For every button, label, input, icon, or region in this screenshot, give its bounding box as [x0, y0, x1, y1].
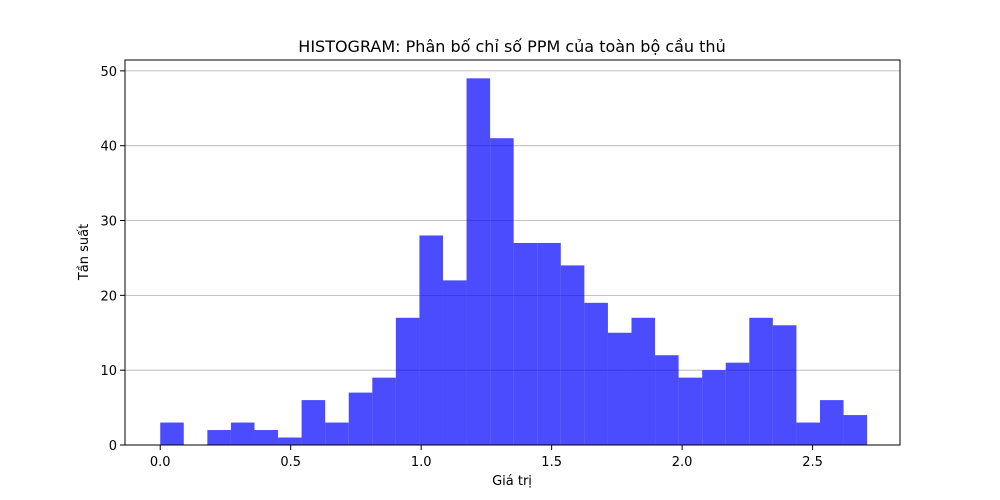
y-tick-label: 30 [100, 215, 117, 230]
histogram-bar [772, 325, 797, 445]
histogram-bar [725, 362, 750, 445]
x-tick-label: 2.0 [672, 455, 693, 470]
x-tick-label: 1.0 [411, 455, 432, 470]
histogram-bar [278, 437, 302, 445]
histogram-bar [631, 317, 656, 445]
histogram-bar [372, 377, 396, 445]
histogram-bar [301, 400, 326, 445]
histogram-bar [419, 235, 443, 445]
chart-title: HISTOGRAM: Phân bố chỉ số PPM của toàn b… [298, 37, 725, 56]
x-tick-label: 0.5 [280, 455, 301, 470]
y-tick-label: 20 [100, 289, 117, 304]
x-axis-label: Giá trị [492, 474, 532, 489]
histogram-bar [796, 422, 820, 445]
y-tick-label: 10 [100, 364, 117, 379]
x-axis-ticks: 0.0 0.5 1.0 1.5 2.0 2.5 [150, 445, 823, 470]
histogram-bar [325, 422, 349, 445]
bars [160, 78, 868, 446]
x-tick-label: 2.5 [802, 455, 823, 470]
y-axis-ticks: 0 10 20 30 40 50 [100, 65, 125, 454]
x-tick-label: 0.0 [150, 455, 171, 470]
histogram-bar [254, 430, 279, 445]
histogram-bar [584, 302, 608, 445]
histogram-bar [560, 265, 585, 445]
histogram-bar [702, 370, 726, 445]
histogram-bar [490, 138, 514, 446]
histogram-bar [348, 392, 373, 445]
histogram-bar [537, 242, 561, 445]
histogram-bar [607, 332, 632, 445]
histogram-bar [207, 430, 231, 445]
histogram-bar [843, 415, 868, 445]
histogram-bar [230, 422, 255, 445]
histogram-bar [819, 400, 844, 445]
histogram-bar [442, 280, 467, 445]
histogram-bar [678, 377, 703, 445]
y-tick-label: 0 [109, 439, 117, 454]
x-tick-label: 1.5 [541, 455, 562, 470]
histogram-bar [466, 78, 491, 445]
y-tick-label: 40 [100, 140, 117, 155]
histogram-bar [513, 242, 538, 445]
histogram-bar [655, 355, 679, 445]
histogram-bar [160, 422, 184, 445]
y-tick-label: 50 [100, 65, 117, 80]
y-axis-label: Tần suất [77, 224, 92, 281]
histogram-bar [395, 317, 420, 445]
histogram-bar [749, 317, 773, 445]
plot-frame [124, 59, 901, 446]
